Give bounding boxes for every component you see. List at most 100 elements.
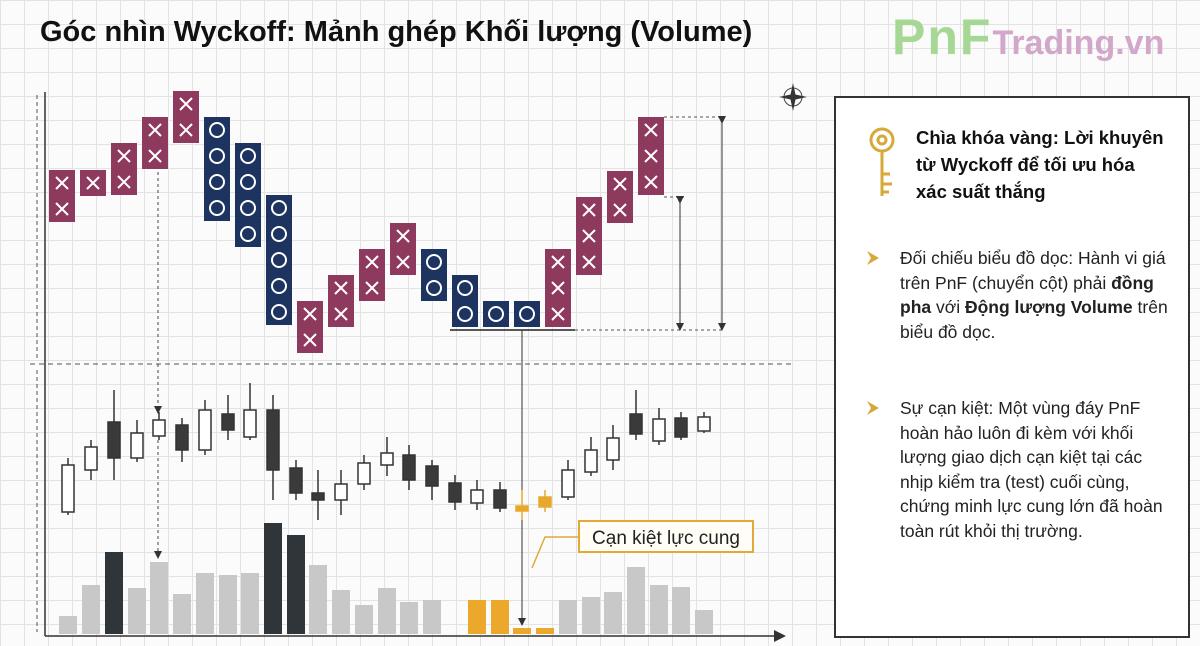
x-box xyxy=(303,333,317,347)
o-box xyxy=(240,174,256,190)
volume-bar xyxy=(150,562,168,634)
volume-bar xyxy=(82,585,100,634)
x-box xyxy=(644,175,658,189)
o-box xyxy=(209,122,225,138)
candle xyxy=(538,496,552,508)
x-box xyxy=(179,97,193,111)
pnf-column xyxy=(235,143,261,247)
volume-bar xyxy=(332,590,350,634)
candle xyxy=(493,489,507,509)
x-box xyxy=(644,123,658,137)
candle xyxy=(266,409,280,471)
o-box xyxy=(209,200,225,216)
candle xyxy=(448,482,462,503)
candle xyxy=(221,413,235,431)
pnf-column xyxy=(142,117,168,169)
x-box xyxy=(582,203,596,217)
volume-bar xyxy=(695,610,713,634)
candle xyxy=(561,469,575,498)
candle xyxy=(380,452,394,466)
volume-bar xyxy=(264,523,282,634)
logo-site: Trading.vn xyxy=(992,24,1165,62)
callout xyxy=(531,536,578,569)
key-icon xyxy=(869,127,895,196)
x-box xyxy=(55,202,69,216)
x-box xyxy=(613,177,627,191)
x-box xyxy=(551,307,565,321)
bullet-text: Đối chiếu biểu đồ dọc: Hành vi giá trên … xyxy=(900,248,1166,293)
pnf-column xyxy=(328,275,354,327)
o-box xyxy=(240,148,256,164)
o-box xyxy=(426,254,442,270)
volume-bar xyxy=(604,592,622,634)
side-panel: Chìa khóa vàng: Lời khuyên từ Wyckoff để… xyxy=(834,96,1190,638)
o-box xyxy=(271,200,287,216)
candle xyxy=(674,417,688,438)
candle xyxy=(470,489,484,504)
volume-bar xyxy=(423,600,441,634)
candle xyxy=(357,462,371,485)
volume-bar xyxy=(196,573,214,634)
volume-bar xyxy=(400,602,418,634)
candle xyxy=(107,421,121,459)
pnf-column xyxy=(359,249,385,301)
bullet-icon xyxy=(867,251,879,265)
bullet: Sự cạn kiệt: Một vùng đáy PnF hoàn hảo l… xyxy=(867,396,1170,543)
volume-bar xyxy=(309,565,327,634)
x-box xyxy=(117,175,131,189)
volume-bar xyxy=(672,587,690,634)
annotation: Cạn kiệt lực cung xyxy=(578,520,754,553)
x-box xyxy=(148,149,162,163)
x-box xyxy=(551,281,565,295)
candle xyxy=(515,505,529,512)
x-box xyxy=(86,176,100,190)
o-box xyxy=(271,226,287,242)
bullet-text: với xyxy=(931,297,965,317)
x-box xyxy=(582,255,596,269)
logo: PnFTrading.vn xyxy=(892,8,1164,66)
volume-bar xyxy=(582,597,600,634)
o-box xyxy=(240,200,256,216)
candle xyxy=(629,413,643,435)
candle xyxy=(152,419,166,437)
x-box xyxy=(365,281,379,295)
candle xyxy=(606,437,620,461)
pnf-column xyxy=(390,223,416,275)
o-box xyxy=(519,306,535,322)
volume-bar xyxy=(105,552,123,634)
candle xyxy=(402,454,416,481)
o-box xyxy=(271,304,287,320)
pnf-column xyxy=(483,301,509,327)
candle xyxy=(289,467,303,494)
x-box xyxy=(179,123,193,137)
bullet-text: đồng pha xyxy=(900,272,1154,318)
o-box xyxy=(271,252,287,268)
volume-bar xyxy=(559,600,577,634)
pnf-column xyxy=(607,171,633,223)
x-box xyxy=(644,149,658,163)
volume-bar xyxy=(241,573,259,634)
x-box xyxy=(55,176,69,190)
logo-brand: PnF xyxy=(892,9,993,65)
volume-bar xyxy=(378,588,396,634)
candle xyxy=(61,464,75,513)
bullet-text: trên biểu đồ dọc. xyxy=(900,297,1168,342)
x-box xyxy=(303,307,317,321)
pnf-column xyxy=(173,91,199,143)
x-box xyxy=(334,307,348,321)
volume-bar xyxy=(491,600,509,634)
pnf-column xyxy=(204,117,230,221)
x-box xyxy=(396,255,410,269)
o-box xyxy=(209,174,225,190)
o-box xyxy=(209,148,225,164)
o-box xyxy=(488,306,504,322)
x-box xyxy=(613,203,627,217)
volume-bar xyxy=(219,575,237,634)
pnf-column xyxy=(266,195,292,325)
title: Góc nhìn Wyckoff: Mảnh ghép Khối lượng (… xyxy=(40,16,753,48)
volume-bar xyxy=(536,628,554,634)
pnf-column xyxy=(452,275,478,327)
x-box xyxy=(365,255,379,269)
panel-heading: Chìa khóa vàng: Lời khuyên từ Wyckoff để… xyxy=(916,127,1164,202)
